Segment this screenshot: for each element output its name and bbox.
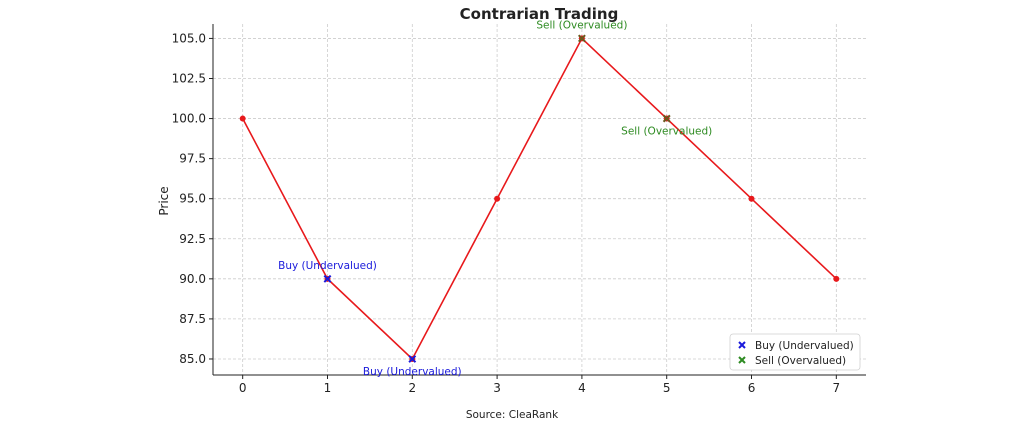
axes-layer	[212, 24, 866, 376]
buy-annotation: Buy (Undervalued)	[363, 366, 462, 378]
price-line	[241, 37, 837, 361]
price-point	[239, 115, 246, 122]
price-point	[833, 275, 840, 282]
y-axis-label: Price	[157, 186, 171, 215]
x-tick-label: 2	[408, 381, 416, 395]
legend-buy-label: Buy (Undervalued)	[755, 340, 854, 352]
x-tick-label: 4	[578, 381, 586, 395]
legend-box	[729, 333, 861, 371]
sell-annotation: Sell (Overvalued)	[536, 19, 627, 31]
y-tick-label: 85.0	[179, 352, 206, 366]
sell-marker	[662, 114, 671, 123]
legend-sell-label: Sell (Overvalued)	[755, 355, 846, 367]
x-tick-label: 1	[324, 381, 332, 395]
y-tick-label: 102.5	[172, 71, 206, 85]
y-tick-label: 97.5	[179, 152, 206, 166]
y-tick-label: 95.0	[179, 192, 206, 206]
price-point	[748, 195, 755, 202]
chart-title: Contrarian Trading	[460, 5, 619, 23]
legend-buy-marker	[738, 341, 746, 349]
grid-layer	[213, 24, 866, 375]
x-tick-label: 3	[493, 381, 501, 395]
buy-annotation: Buy (Undervalued)	[278, 260, 377, 272]
y-tick-label: 87.5	[179, 312, 206, 326]
markers-layer	[323, 34, 671, 363]
x-tick-label: 7	[832, 381, 840, 395]
buy-marker	[408, 355, 417, 363]
legend: Buy (Undervalued) Sell (Overvalued)	[729, 333, 861, 371]
x-tick-label: 0	[239, 381, 247, 395]
sell-annotation: Sell (Overvalued)	[621, 126, 712, 138]
y-tick-label: 105.0	[172, 31, 206, 45]
sell-marker	[577, 34, 586, 43]
buy-marker	[323, 274, 332, 283]
legend-sell-marker	[738, 356, 746, 364]
x-tick-label: 6	[748, 381, 756, 395]
x-tick-label: 5	[663, 381, 671, 395]
price-point	[494, 195, 501, 202]
annotations-layer: Buy (Undervalued) Buy (Undervalued) Sell (…	[278, 19, 712, 378]
ticks-layer: 0 1 2 3 4 5 6 7 85.0 87.5 90.0 92.5 95.0 97.5 100.0 102…	[172, 31, 840, 395]
y-tick-label: 100.0	[172, 112, 206, 126]
source-note: Source: CleaRank	[466, 409, 559, 421]
y-tick-label: 92.5	[179, 232, 206, 246]
y-tick-label: 90.0	[179, 272, 206, 286]
